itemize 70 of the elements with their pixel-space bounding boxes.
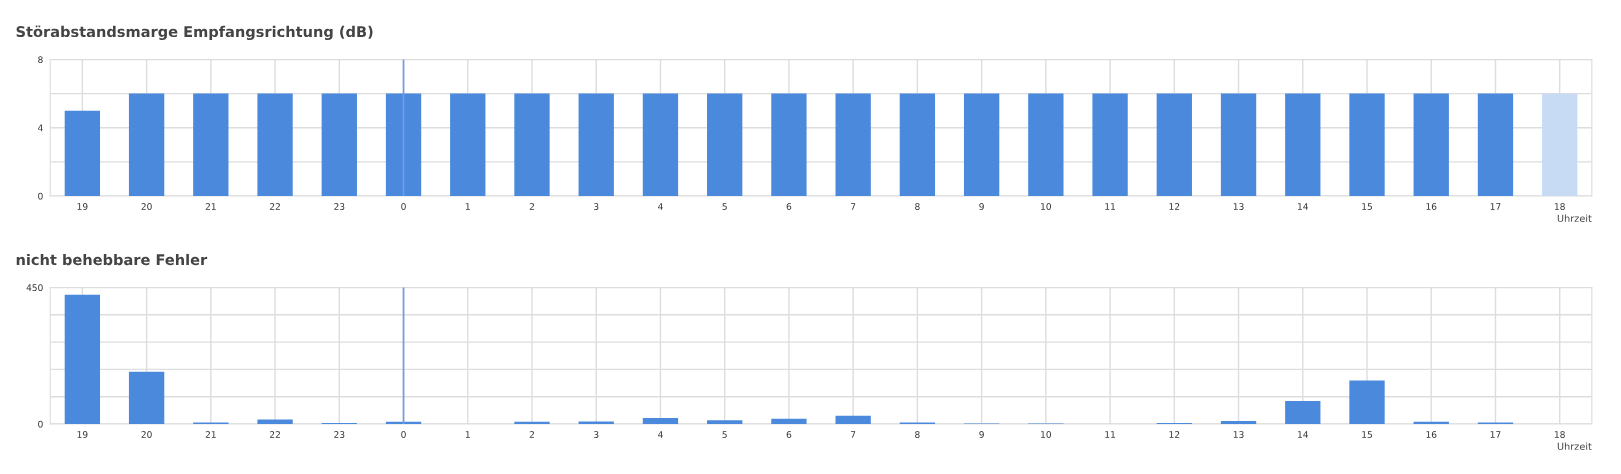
x-tick-label: 18 [1554, 203, 1565, 210]
x-tick-label: 19 [77, 431, 88, 438]
y-tick-label: 4 [38, 124, 43, 132]
x-tick-label: 2 [529, 203, 534, 210]
x-tick-label: 20 [141, 431, 152, 438]
x-tick-label: 15 [1362, 203, 1372, 210]
x-tick-label: 21 [205, 431, 216, 438]
y-tick-label: 8 [38, 56, 43, 64]
y-tick-label: 0 [38, 192, 43, 200]
x-tick-label: 0 [401, 431, 406, 438]
x-tick-label: 4 [658, 203, 663, 210]
x-tick-label: 8 [915, 431, 920, 438]
bar [128, 371, 165, 424]
x-tick-label: 8 [915, 203, 920, 210]
chart-title: nicht behebbare Fehler [16, 253, 208, 266]
x-tick-label: 12 [1169, 431, 1180, 438]
x-tick-label: 6 [786, 431, 792, 438]
x-tick-label: 5 [722, 431, 727, 438]
x-tick-label: 16 [1426, 431, 1437, 438]
bar [771, 418, 807, 424]
x-tick-label: 5 [722, 203, 727, 210]
x-tick-label: 1 [465, 203, 470, 210]
x-tick-label: 23 [334, 203, 345, 210]
x-tick-label: 10 [1041, 431, 1051, 438]
y-tick-label: 0 [38, 420, 43, 428]
x-axis-title: Uhrzeit [1557, 214, 1592, 222]
x-tick-label: 20 [141, 203, 152, 210]
x-tick-label: 2 [529, 431, 534, 438]
x-tick-label: 14 [1298, 203, 1309, 210]
x-tick-label: 1 [465, 431, 470, 438]
x-tick-label: 7 [851, 431, 856, 438]
x-tick-label: 13 [1233, 431, 1244, 438]
bar [1349, 380, 1385, 424]
bar [1220, 420, 1257, 424]
x-tick-label: 19 [77, 203, 88, 210]
x-tick-label: 21 [205, 203, 216, 210]
bar [385, 421, 422, 424]
bar [707, 420, 743, 424]
x-tick-label: 10 [1041, 203, 1051, 210]
bar [835, 415, 871, 424]
x-tick-label: 14 [1298, 431, 1309, 438]
x-tick-label: 17 [1490, 431, 1501, 438]
x-tick-label: 6 [786, 203, 792, 210]
x-tick-label: 23 [334, 431, 345, 438]
chart-title: Störabstandsmarge Empfangsrichtung (dB) [16, 25, 373, 41]
x-tick-label: 16 [1426, 203, 1437, 210]
x-tick-label: 9 [979, 431, 984, 438]
x-tick-label: 17 [1490, 203, 1501, 210]
bar [642, 417, 679, 424]
x-tick-label: 7 [851, 203, 856, 210]
x-tick-label: 4 [658, 431, 663, 438]
bar [64, 294, 101, 424]
x-tick-label: 3 [594, 203, 599, 210]
x-tick-label: 18 [1554, 431, 1565, 438]
bar [257, 419, 293, 424]
x-tick-label: 13 [1233, 203, 1244, 210]
x-tick-label: 12 [1169, 203, 1180, 210]
x-tick-label: 9 [979, 203, 984, 210]
bar [1285, 400, 1321, 424]
x-axis-title: Uhrzeit [1557, 442, 1592, 450]
x-tick-label: 3 [594, 431, 599, 438]
x-tick-label: 11 [1105, 203, 1115, 210]
x-tick-label: 0 [401, 203, 406, 210]
x-tick-label: 15 [1362, 431, 1372, 438]
x-tick-label: 22 [269, 431, 280, 438]
x-tick-label: 22 [269, 203, 280, 210]
x-tick-label: 11 [1105, 431, 1115, 438]
y-tick-label: 450 [26, 284, 43, 292]
bar [1413, 421, 1449, 424]
bar [514, 421, 550, 424]
